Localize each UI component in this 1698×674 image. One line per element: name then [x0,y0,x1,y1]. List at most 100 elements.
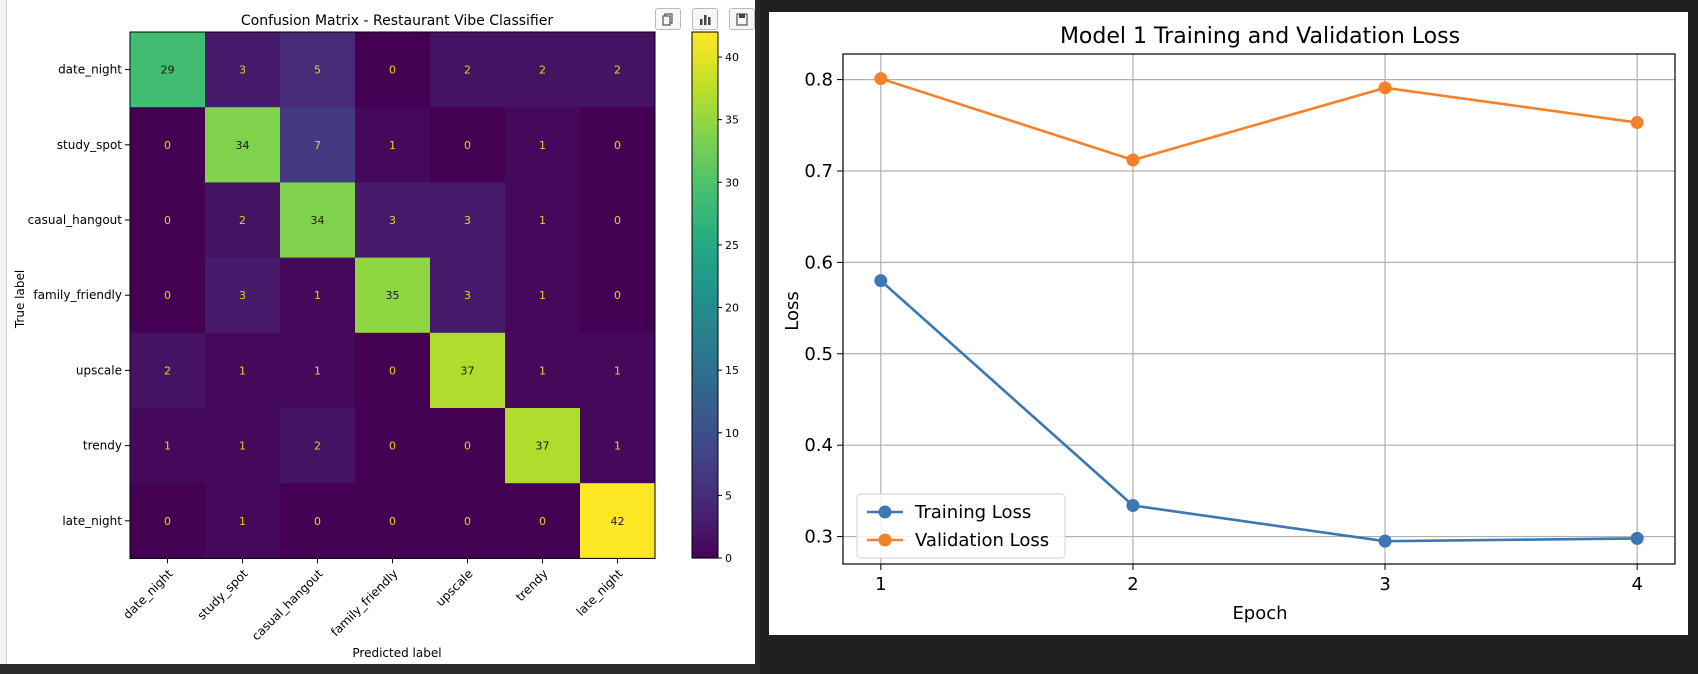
cm-cell-value: 42 [611,515,625,528]
colorbar-segment [692,91,718,99]
colorbar-segment [692,400,718,408]
colorbar-segment [692,229,718,237]
cm-cell [430,32,506,108]
colorbar-segment [692,183,718,191]
window-border [755,0,760,674]
colorbar-segment [692,321,718,329]
loss-legend-box [856,493,1066,559]
cm-cell [130,182,206,259]
cm-cell [355,32,431,108]
window-border-bottom [0,664,760,674]
colorbar-segment [692,393,718,401]
cm-cell [580,107,656,183]
cm-xtick-label: trendy [513,567,551,605]
copy-button[interactable] [655,8,681,30]
cm-cell [430,332,506,409]
loss-title: Model 1 Training and Validation Loss [1060,24,1460,49]
cm-cell [205,257,281,334]
cm-cell-value: 0 [464,139,471,152]
cm-cell-value: 1 [239,364,246,377]
colorbar-segment [692,262,718,270]
save-button[interactable] [729,8,755,30]
colorbar-segment [692,354,718,362]
loss-point [874,274,888,288]
colorbar-segment [692,413,718,421]
cm-cell-value: 3 [464,214,471,227]
cm-ylabel: True label [13,270,27,329]
cm-cell [355,408,431,484]
colorbar-tick-label: 10 [725,427,739,440]
chart-button[interactable] [692,8,718,30]
colorbar-segment [692,281,718,290]
cm-cell-value: 5 [314,64,321,77]
cm-cell-value: 29 [161,64,175,77]
cm-cell [205,107,281,183]
colorbar-tick-label: 15 [725,364,739,377]
legend-label: Training Loss [914,502,1031,523]
colorbar-segment [692,439,718,447]
cm-cell-value: 0 [464,440,471,453]
cm-cell [505,182,581,259]
cm-cell [355,257,431,334]
loss-ytick-label: 0.4 [804,435,833,456]
colorbar-segment [692,209,718,217]
copy-icon [662,13,673,26]
cm-cell-value: 1 [239,440,246,453]
colorbar-segment [692,531,718,539]
cm-cell-value: 0 [614,139,621,152]
colorbar-segment [692,216,718,224]
colorbar-segment [692,301,718,309]
colorbar-segment [692,110,718,119]
loss-point [1378,81,1392,95]
colorbar-segment [692,189,718,197]
colorbar-segment [692,465,718,474]
cm-cell-value: 34 [236,139,250,152]
cm-xtick-label: upscale [433,567,476,610]
cm-cell [430,257,506,334]
cm-cell [280,332,356,409]
cm-cell-value: 0 [164,139,171,152]
colorbar-segment [692,327,718,336]
colorbar-segment [692,551,718,559]
cm-cell-value: 2 [614,64,621,77]
loss-ytick-label: 0.8 [804,70,833,91]
colorbar-segment [692,472,718,480]
colorbar-segment [692,104,718,112]
cm-cell-value: 2 [164,364,171,377]
colorbar-segment [692,446,718,454]
cm-cell [355,107,431,183]
cm-ytick-label: family_friendly [33,288,122,302]
colorbar-segment [692,518,718,526]
loss-point [1630,531,1644,545]
colorbar-segment [692,222,718,230]
colorbar-segment [692,426,718,434]
cm-cell-value: 0 [164,214,171,227]
cm-cell [430,107,506,183]
loss-point [1126,499,1140,513]
loss-ytick-label: 0.5 [804,344,833,365]
cm-cell [280,182,356,259]
cm-cell [580,483,656,559]
colorbar-segment [692,314,718,322]
loss-point [1126,153,1140,167]
cm-cell [280,32,356,108]
cm-cell-value: 3 [239,289,246,302]
cm-cell-value: 37 [461,364,475,377]
cm-xtick-label: late_night [574,566,626,618]
cm-cell-value: 1 [164,440,171,453]
cm-cell-value: 1 [389,139,396,152]
colorbar-segment [692,71,718,79]
cm-cell-value: 2 [539,64,546,77]
cm-ytick-label: study_spot [57,138,122,152]
loss-ylabel: Loss [782,291,803,330]
colorbar-segment [692,419,718,428]
colorbar-segment [692,544,718,553]
colorbar-segment [692,58,718,66]
cm-cell-value: 0 [389,440,396,453]
cm-cell-value: 1 [539,289,546,302]
cm-cell [130,107,206,183]
loss-series-line [879,279,1638,543]
legend-swatch-marker [878,533,892,547]
colorbar-segment [692,367,718,375]
cm-cell-value: 3 [389,214,396,227]
